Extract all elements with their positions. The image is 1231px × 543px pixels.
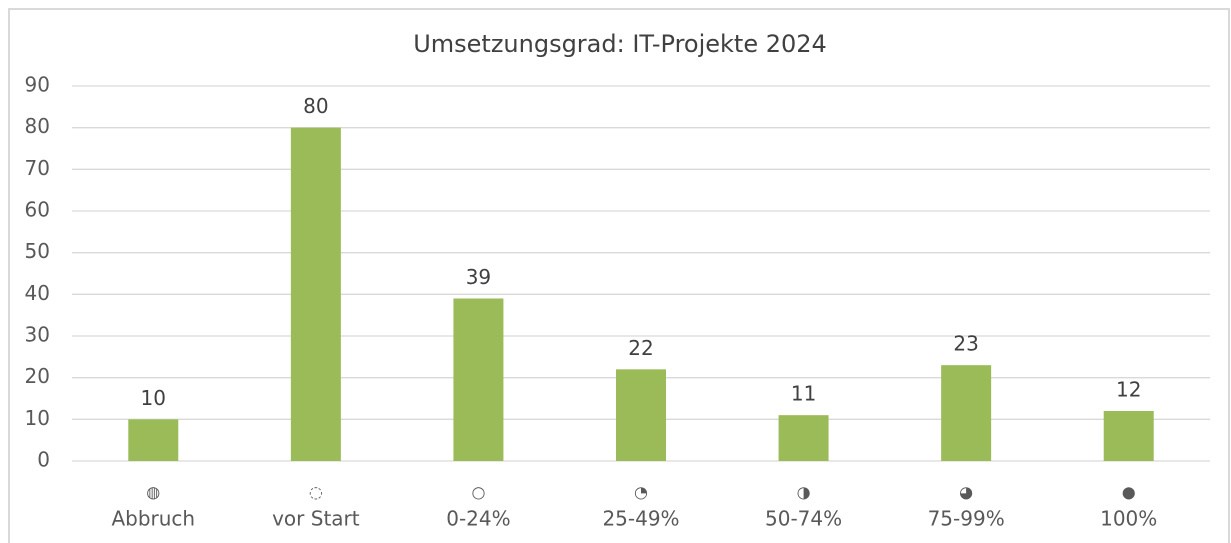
bar <box>128 419 179 461</box>
y-tick-label: 30 <box>25 323 50 347</box>
y-tick-label: 90 <box>25 73 50 97</box>
data-label: 10 <box>141 386 166 410</box>
y-tick-label: 70 <box>25 156 50 180</box>
x-tick-symbol: ◕ <box>959 483 973 502</box>
x-tick-symbol: ● <box>1122 483 1136 502</box>
x-tick-label: Abbruch <box>111 507 195 531</box>
y-tick-label: 40 <box>25 281 50 305</box>
bar <box>616 369 666 461</box>
x-tick-label: 0-24% <box>446 507 510 531</box>
chart-title: Umsetzungsgrad: IT-Projekte 2024 <box>413 30 827 58</box>
x-tick-symbol: ◑ <box>797 483 811 502</box>
bar <box>778 415 829 461</box>
data-label: 12 <box>1116 378 1141 402</box>
x-tick-label: 50-74% <box>765 507 842 531</box>
chart-frame <box>8 8 1230 543</box>
x-tick-symbol: ◔ <box>634 483 648 502</box>
bar <box>1103 411 1154 461</box>
data-label: 39 <box>466 265 491 289</box>
x-tick-symbol: ◍ <box>146 483 160 502</box>
x-tick-label: vor Start <box>272 507 360 531</box>
data-label: 80 <box>303 94 328 118</box>
bar <box>453 298 504 461</box>
x-tick-label: 25-49% <box>602 507 679 531</box>
bar <box>941 365 992 461</box>
y-tick-label: 60 <box>25 198 50 222</box>
data-label: 23 <box>953 332 978 356</box>
x-tick-symbol: ◌ <box>309 483 323 502</box>
y-tick-label: 50 <box>25 239 50 263</box>
data-label: 22 <box>628 336 653 360</box>
y-tick-label: 10 <box>25 406 50 430</box>
data-label: 11 <box>791 382 816 406</box>
x-tick-label: 100% <box>1100 507 1157 531</box>
y-tick-label: 80 <box>25 114 50 138</box>
y-tick-label: 0 <box>37 448 50 472</box>
bar <box>290 127 341 462</box>
x-tick-label: 75-99% <box>928 507 1005 531</box>
x-tick-symbol: ○ <box>471 483 485 502</box>
y-tick-label: 20 <box>25 364 50 388</box>
